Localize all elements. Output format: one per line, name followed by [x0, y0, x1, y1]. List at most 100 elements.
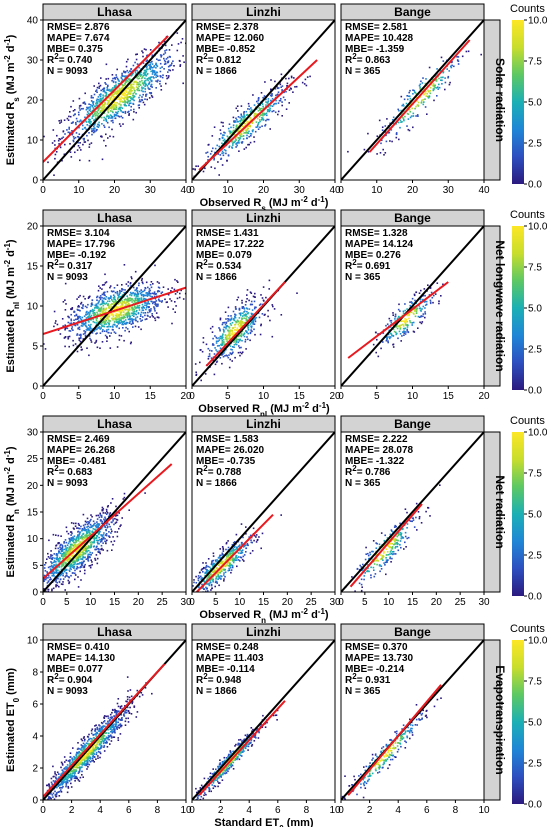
point: [127, 309, 129, 312]
point: [51, 558, 53, 560]
point: [51, 562, 53, 564]
point: [256, 124, 259, 127]
point: [262, 299, 265, 302]
point: [68, 557, 70, 559]
point: [101, 158, 104, 161]
point: [420, 80, 422, 83]
point: [249, 339, 251, 342]
point: [95, 128, 98, 131]
point: [252, 321, 255, 324]
point: [159, 54, 162, 56]
point: [123, 492, 126, 495]
point: [136, 69, 138, 72]
point: [67, 131, 70, 134]
x-tick-label: 20: [407, 185, 419, 196]
point: [253, 307, 256, 310]
point: [262, 96, 264, 99]
point: [108, 323, 110, 326]
point: [110, 116, 113, 118]
point: [89, 337, 91, 340]
point: [61, 555, 63, 557]
point: [62, 325, 64, 327]
point: [140, 279, 143, 282]
point: [238, 322, 241, 324]
point: [136, 306, 139, 308]
point: [81, 536, 83, 538]
point: [399, 310, 401, 312]
point: [246, 137, 248, 140]
point: [137, 293, 140, 295]
point: [231, 140, 233, 143]
point: [237, 296, 240, 299]
point: [124, 81, 127, 84]
point: [57, 569, 59, 571]
point: [89, 326, 92, 328]
point: [281, 89, 283, 91]
point: [106, 300, 109, 303]
point: [78, 524, 80, 526]
point: [116, 92, 118, 94]
point: [398, 138, 400, 141]
point: [238, 317, 241, 319]
point: [245, 317, 247, 320]
point: [260, 323, 262, 326]
point: [64, 282, 67, 285]
point: [47, 580, 50, 582]
point: [79, 309, 81, 312]
point: [92, 546, 95, 548]
point: [219, 337, 222, 340]
point: [118, 295, 120, 297]
point: [101, 536, 104, 538]
point: [157, 59, 160, 62]
point: [125, 308, 128, 311]
point: [97, 548, 100, 550]
point: [156, 281, 159, 283]
point: [127, 100, 130, 102]
point: [128, 318, 130, 321]
point: [408, 313, 410, 315]
point: [86, 547, 89, 550]
point: [238, 309, 241, 311]
point: [152, 301, 155, 303]
point: [117, 298, 119, 300]
point: [229, 352, 232, 354]
point: [119, 97, 121, 100]
point: [71, 539, 73, 541]
point: [110, 94, 113, 97]
point: [407, 113, 410, 115]
point: [101, 538, 103, 541]
point: [55, 561, 57, 563]
point: [56, 584, 59, 587]
point: [131, 94, 134, 97]
point: [80, 525, 82, 528]
point: [46, 582, 49, 584]
point: [103, 322, 106, 325]
point: [121, 321, 123, 323]
point: [115, 104, 118, 107]
point: [103, 126, 106, 128]
point: [113, 302, 116, 305]
point: [225, 326, 227, 328]
point: [227, 140, 230, 142]
point: [90, 303, 93, 306]
point: [83, 549, 85, 552]
point: [400, 95, 403, 98]
point: [84, 324, 87, 326]
point: [415, 291, 417, 294]
point: [243, 148, 246, 150]
point: [218, 145, 220, 148]
point: [106, 512, 109, 514]
point: [268, 106, 270, 108]
point: [56, 581, 58, 584]
point: [56, 566, 59, 569]
point: [83, 139, 85, 141]
x-tick-label: 0: [338, 185, 344, 196]
point: [110, 107, 113, 110]
point: [92, 96, 94, 99]
point: [128, 110, 130, 113]
point: [106, 89, 108, 91]
point: [74, 113, 76, 115]
point: [104, 518, 107, 520]
point: [94, 105, 97, 108]
point: [163, 68, 165, 70]
